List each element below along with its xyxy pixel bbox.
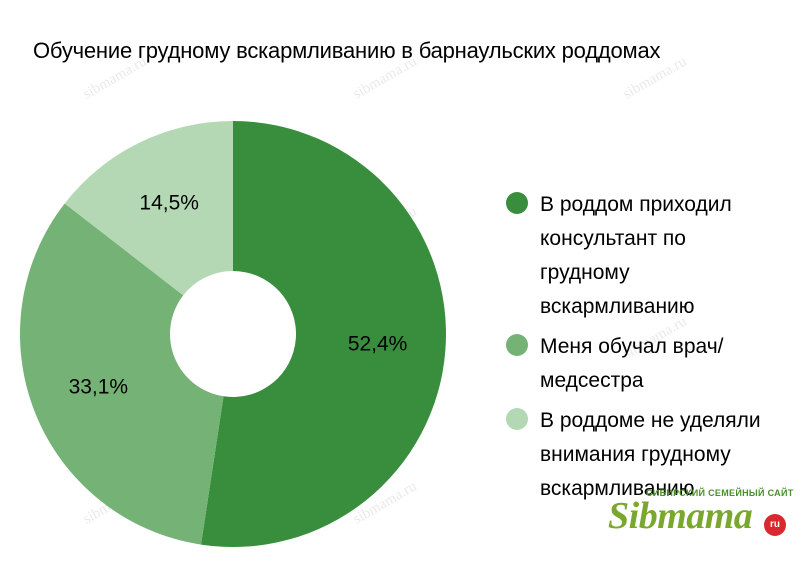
legend-item-1: В роддом приходил консультант по грудному в… [506,188,796,324]
legend-label-line: В роддоме не уделяли [540,409,761,432]
legend-label-line: внимания грудному [540,443,731,466]
donut-slices [19,121,447,547]
logo-tagline: СИБИРСКИЙ СЕМЕЙНЫЙ САЙТ [646,488,794,498]
sibmama-logo: СИБИРСКИЙ СЕМЕЙНЫЙ САЙТ Sibmama ru [606,488,793,544]
donut-slice-3 [64,121,233,296]
chart-title: Обучение грудному вскармливанию в барнау… [33,38,661,63]
slice-label-2: 33,1% [69,375,129,398]
legend-label-line: Меня обучал врач/ [540,335,724,358]
legend-label-line: консультант по [540,227,686,250]
logo-name: Sibmama [608,495,753,537]
slice-label-1: 52,4% [348,332,408,355]
legend-label-line: грудному [540,261,630,284]
legend-label-line: В роддом приходил [540,193,732,216]
donut-slice-2 [19,203,224,545]
legend-swatch-3 [506,408,528,430]
slice-labels: 52,4% 33,1% 14,5% [69,191,408,398]
donut-slice-1 [201,121,447,547]
legend-item-2: Меня обучал врач/медсестра [506,330,796,398]
logo-suffix: ru [764,514,786,536]
slice-label-3: 14,5% [139,191,199,214]
legend-swatch-2 [506,334,528,356]
legend-swatch-1 [506,192,528,214]
legend-label-line: медсестра [540,369,644,392]
legend-label-line: вскармливанию [540,477,695,500]
legend-item-3: В роддоме не уделяли внимания грудному вск… [506,404,796,506]
legend: В роддом приходил консультант по грудному в… [506,188,796,512]
legend-label-line: вскармливанию [540,295,695,318]
